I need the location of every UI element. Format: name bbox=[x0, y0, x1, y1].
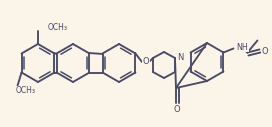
Text: O: O bbox=[174, 106, 180, 115]
Text: NH: NH bbox=[236, 43, 248, 52]
Text: O: O bbox=[143, 58, 149, 67]
Text: OCH₃: OCH₃ bbox=[48, 23, 68, 33]
Text: OCH₃: OCH₃ bbox=[16, 86, 36, 95]
Text: O: O bbox=[261, 47, 268, 56]
Text: N: N bbox=[177, 53, 183, 62]
